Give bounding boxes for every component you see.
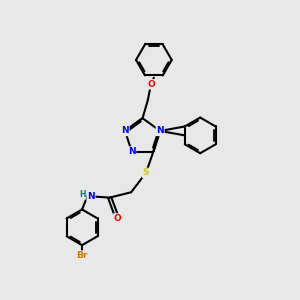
Text: N: N [156, 126, 164, 135]
Text: Br: Br [76, 251, 88, 260]
Text: N: N [128, 147, 136, 156]
Text: H: H [79, 190, 85, 199]
Text: O: O [147, 80, 155, 89]
Text: N: N [87, 192, 95, 201]
Text: N: N [121, 126, 129, 135]
Text: O: O [114, 214, 122, 223]
Text: S: S [143, 168, 149, 177]
